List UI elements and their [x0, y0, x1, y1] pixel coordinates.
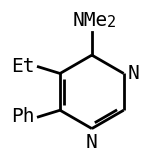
Text: 2: 2: [107, 15, 116, 30]
Text: N: N: [86, 133, 98, 152]
Text: Ph: Ph: [12, 107, 35, 126]
Text: Et: Et: [12, 57, 35, 76]
Text: N: N: [128, 64, 140, 83]
Text: NMe: NMe: [72, 11, 108, 30]
